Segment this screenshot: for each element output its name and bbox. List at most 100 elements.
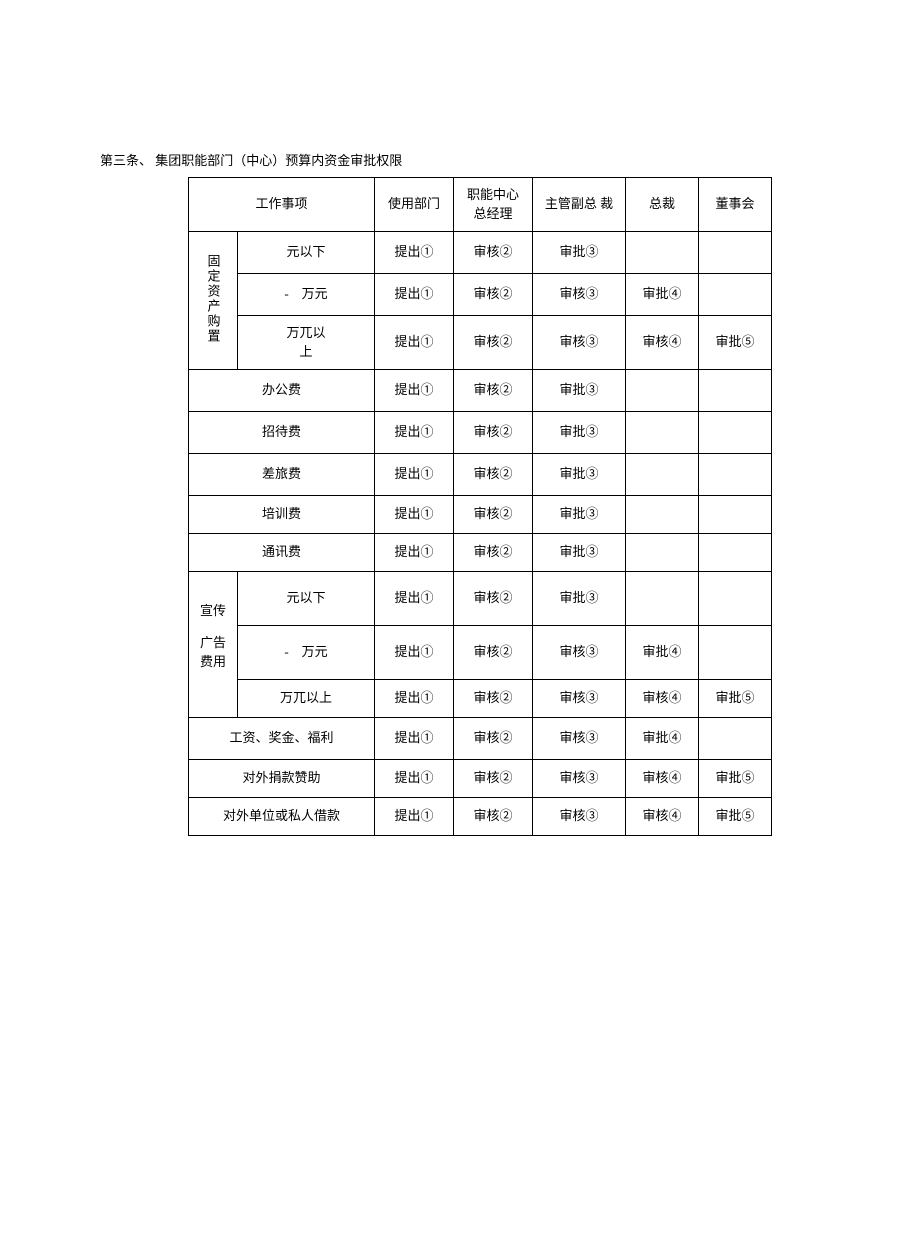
- row-label-loan: 对外单位或私人借款: [189, 798, 375, 836]
- cell: [626, 232, 699, 274]
- cell: 审批⑤: [699, 316, 772, 370]
- table-row: 对外单位或私人借款 提出① 审核② 审核③ 审核④ 审批⑤: [189, 798, 772, 836]
- cell: 审核②: [454, 496, 533, 534]
- row-label-travel: 差旅费: [189, 454, 375, 496]
- cell: 提出①: [375, 232, 454, 274]
- cell: 提出①: [375, 454, 454, 496]
- cell: 审批③: [533, 232, 626, 274]
- cell: 审核②: [454, 798, 533, 836]
- header-col2: 职能中心总经理: [454, 178, 533, 232]
- header-col3: 主管副总 裁: [533, 178, 626, 232]
- cell: 审核②: [454, 572, 533, 626]
- table-row: 万兀以上 提出① 审核② 审核③ 审核④ 审批⑤: [189, 316, 772, 370]
- cell: 提出①: [375, 798, 454, 836]
- cell: 提出①: [375, 572, 454, 626]
- table-header-row: 工作事项 使用部门 职能中心总经理 主管副总 裁 总裁 董事会: [189, 178, 772, 232]
- cell: 提出①: [375, 760, 454, 798]
- cell: 审核②: [454, 534, 533, 572]
- table-row: 招待费 提出① 审核② 审批③: [189, 412, 772, 454]
- cell: 审核②: [454, 232, 533, 274]
- cell: [626, 572, 699, 626]
- row-label-salary: 工资、奖金、福利: [189, 718, 375, 760]
- cell: 审核③: [533, 680, 626, 718]
- table-row: 对外捐款赞助 提出① 审核② 审核③ 审核④ 审批⑤: [189, 760, 772, 798]
- cell: [699, 572, 772, 626]
- cell: [699, 412, 772, 454]
- cell: [626, 412, 699, 454]
- cell: 审核②: [454, 316, 533, 370]
- cell: 审批④: [626, 274, 699, 316]
- cell: 审核③: [533, 626, 626, 680]
- cell: 审核②: [454, 760, 533, 798]
- table-row: 广告费用 - 万元 提出① 审核② 审核③ 审批④: [189, 626, 772, 680]
- cell: 提出①: [375, 274, 454, 316]
- table-row: 固定资产购置 元以下 提出① 审核② 审批③: [189, 232, 772, 274]
- row-label-office: 办公费: [189, 370, 375, 412]
- cell: 审批③: [533, 412, 626, 454]
- cell: 审核②: [454, 680, 533, 718]
- cell: 审核③: [533, 274, 626, 316]
- cell: 提出①: [375, 718, 454, 760]
- cell: 审批③: [533, 454, 626, 496]
- cell: 审核④: [626, 680, 699, 718]
- cell: 审核④: [626, 316, 699, 370]
- cell: 审批④: [626, 626, 699, 680]
- row-label-comm: 通讯费: [189, 534, 375, 572]
- cell: 审批③: [533, 534, 626, 572]
- sub-label: 元以下: [238, 232, 375, 274]
- cell: 提出①: [375, 370, 454, 412]
- cell: 审核②: [454, 718, 533, 760]
- cell: 审核③: [533, 316, 626, 370]
- cell: 审批⑤: [699, 680, 772, 718]
- cell: [699, 370, 772, 412]
- cat-ad-part2: 广告费用: [189, 626, 238, 680]
- header-col5: 董事会: [699, 178, 772, 232]
- cell: [699, 274, 772, 316]
- cell: 审核②: [454, 274, 533, 316]
- table-row: 培训费 提出① 审核② 审批③: [189, 496, 772, 534]
- cell: 审核④: [626, 798, 699, 836]
- table-row: 万兀以上 提出① 审核② 审核③ 审核④ 审批⑤: [189, 680, 772, 718]
- cell: [699, 496, 772, 534]
- cell: [626, 454, 699, 496]
- cell: 提出①: [375, 496, 454, 534]
- sub-label: - 万元: [238, 626, 375, 680]
- cell: 提出①: [375, 626, 454, 680]
- cell: 审核②: [454, 412, 533, 454]
- cell: [699, 534, 772, 572]
- cat-fixed-assets: 固定资产购置: [189, 232, 238, 370]
- header-col4: 总裁: [626, 178, 699, 232]
- cell: 审批③: [533, 572, 626, 626]
- sub-label: 元以下: [238, 572, 375, 626]
- table-row: 差旅费 提出① 审核② 审批③: [189, 454, 772, 496]
- header-work-item: 工作事项: [189, 178, 375, 232]
- cell: [699, 232, 772, 274]
- table-row: - 万元 提出① 审核② 审核③ 审批④: [189, 274, 772, 316]
- sub-label: 万兀以上: [238, 316, 375, 370]
- cell: [699, 454, 772, 496]
- sub-label: 万兀以上: [238, 680, 375, 718]
- row-label-training: 培训费: [189, 496, 375, 534]
- cell: 审批⑤: [699, 798, 772, 836]
- row-label-donate: 对外捐款赞助: [189, 760, 375, 798]
- sub-label: - 万元: [238, 274, 375, 316]
- cell: [626, 496, 699, 534]
- cell: 审批④: [626, 718, 699, 760]
- cell: 提出①: [375, 534, 454, 572]
- cell: 审核③: [533, 760, 626, 798]
- cell: 审批③: [533, 370, 626, 412]
- cell: 审核②: [454, 454, 533, 496]
- cell: [626, 370, 699, 412]
- cell: [626, 534, 699, 572]
- cat-ad-part3: [189, 680, 238, 718]
- table-row: 工资、奖金、福利 提出① 审核② 审核③ 审批④: [189, 718, 772, 760]
- cell: 审核③: [533, 718, 626, 760]
- cell: 审批③: [533, 496, 626, 534]
- cell: 审核②: [454, 626, 533, 680]
- cell: 审批⑤: [699, 760, 772, 798]
- approval-table: 工作事项 使用部门 职能中心总经理 主管副总 裁 总裁 董事会 固定资产购置 元…: [188, 177, 772, 836]
- cat-ad-part1: 宣传: [189, 572, 238, 626]
- table-row: 宣传 元以下 提出① 审核② 审批③: [189, 572, 772, 626]
- cell: 审核②: [454, 370, 533, 412]
- section-title: 第三条、 集团职能部门（中心）预算内资金审批权限: [100, 150, 820, 169]
